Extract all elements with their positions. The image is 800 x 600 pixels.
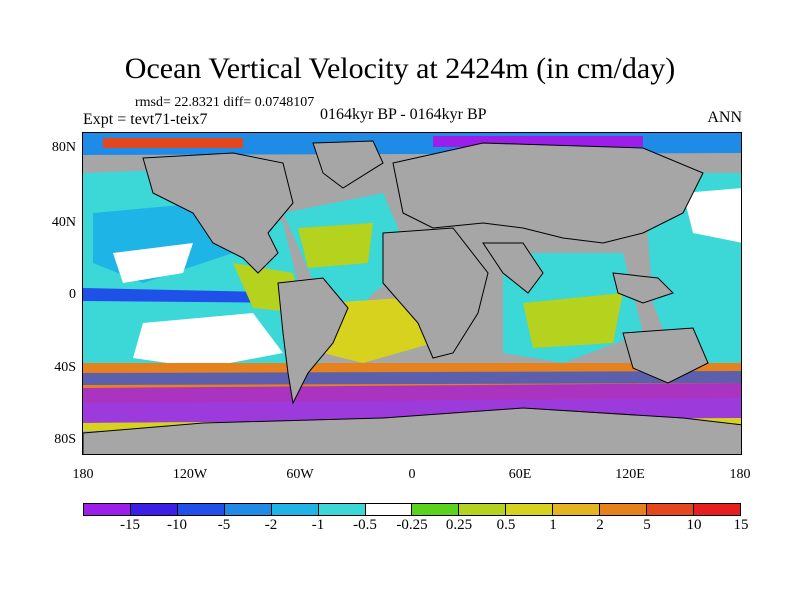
colorbar-swatch	[365, 504, 413, 515]
colorbar-label: -5	[217, 517, 231, 533]
lon-label-180e: 180	[729, 467, 751, 482]
period-label: 0164kyr BP - 0164kyr BP	[320, 106, 487, 123]
colorbar	[83, 503, 741, 516]
colorbar-label: 15	[733, 517, 749, 533]
lon-label-180w: 180	[72, 467, 94, 482]
map-panel	[82, 132, 742, 455]
colorbar-label: -1	[311, 517, 325, 533]
colorbar-swatch	[459, 504, 507, 515]
lon-label-120w: 120W	[172, 467, 208, 482]
colorbar-label: -15	[120, 517, 140, 533]
colorbar-label: 5	[643, 517, 651, 533]
lat-label-40s: 40S	[54, 360, 76, 375]
lat-label-80n: 80N	[51, 140, 76, 155]
lon-label-60w: 60W	[286, 467, 314, 482]
season-label: ANN	[707, 109, 742, 126]
land	[83, 140, 741, 454]
colorbar-label: 1	[549, 517, 557, 533]
colorbar-swatch	[84, 504, 131, 515]
colorbar-swatch	[224, 504, 272, 515]
lon-label-0: 0	[408, 467, 416, 482]
experiment-label: Expt = tevt71-teix7	[83, 111, 208, 128]
colorbar-label: 10	[686, 517, 702, 533]
colorbar-label: -0.25	[396, 517, 428, 533]
colorbar-swatch	[271, 504, 319, 515]
colorbar-label: 2	[596, 517, 604, 533]
colorbar-swatch	[693, 504, 740, 515]
colorbar-swatch	[130, 504, 178, 515]
colorbar-swatch	[647, 504, 694, 515]
colorbar-swatch	[412, 504, 460, 515]
map-svg	[83, 133, 741, 454]
colorbar-swatch	[318, 504, 366, 515]
colorbar-label: -10	[167, 517, 187, 533]
colorbar-swatch	[553, 504, 601, 515]
colorbar-label: -0.5	[353, 517, 377, 533]
plot-title: Ocean Vertical Velocity at 2424m (in cm/…	[124, 52, 676, 85]
lat-label-80s: 80S	[54, 432, 76, 447]
lat-label-0: 0	[69, 287, 76, 302]
lon-label-60e: 60E	[508, 467, 532, 482]
lon-label-120e: 120E	[615, 467, 645, 482]
colorbar-swatch	[177, 504, 225, 515]
colorbar-label: 0.5	[496, 517, 516, 533]
colorbar-label: 0.25	[445, 517, 473, 533]
stats-text: rmsd= 22.8321 diff= 0.0748107	[135, 95, 315, 110]
colorbar-label: -2	[264, 517, 278, 533]
colorbar-swatch	[506, 504, 554, 515]
colorbar-swatch	[600, 504, 648, 515]
lat-label-40n: 40N	[51, 215, 76, 230]
